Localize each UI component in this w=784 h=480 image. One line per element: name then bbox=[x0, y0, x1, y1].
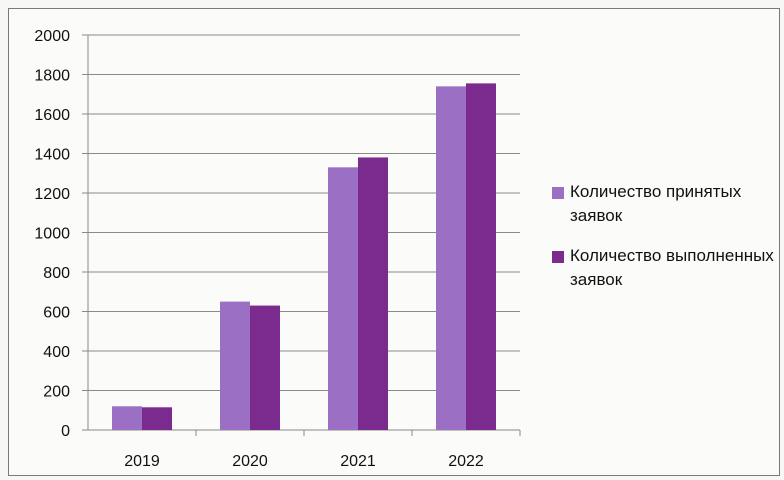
y-tick-label: 0 bbox=[61, 423, 70, 440]
legend-item-accepted: Количество принятых заявок bbox=[552, 180, 780, 228]
bar-completed-2022 bbox=[466, 83, 496, 430]
y-tick-label: 1200 bbox=[34, 186, 70, 203]
legend-label-completed: Количество выполненных заявок bbox=[570, 246, 774, 289]
x-tick-label: 2021 bbox=[340, 453, 376, 470]
bar-accepted-2022 bbox=[436, 86, 466, 430]
bar-accepted-2021 bbox=[328, 167, 358, 430]
y-tick-label: 800 bbox=[43, 265, 70, 282]
bar-completed-2020 bbox=[250, 305, 280, 430]
y-tick-label: 1000 bbox=[34, 226, 70, 243]
y-tick-label: 1800 bbox=[34, 68, 70, 85]
bar-completed-2021 bbox=[358, 157, 388, 430]
legend: Количество принятых заявок Количество вы… bbox=[552, 180, 780, 308]
legend-label-accepted: Количество принятых заявок bbox=[570, 182, 742, 225]
bar-accepted-2019 bbox=[112, 406, 142, 430]
bar-completed-2019 bbox=[142, 407, 172, 430]
legend-item-completed: Количество выполненных заявок bbox=[552, 244, 780, 292]
y-tick-label: 200 bbox=[43, 384, 70, 401]
y-tick-label: 600 bbox=[43, 305, 70, 322]
chart-frame bbox=[8, 8, 780, 476]
x-tick-label: 2019 bbox=[124, 453, 160, 470]
x-tick-label: 2020 bbox=[232, 453, 268, 470]
y-tick-label: 2000 bbox=[34, 28, 70, 45]
bar-accepted-2020 bbox=[220, 301, 250, 430]
legend-swatch-completed bbox=[552, 251, 564, 263]
y-tick-label: 1400 bbox=[34, 147, 70, 164]
y-tick-label: 400 bbox=[43, 344, 70, 361]
legend-swatch-accepted bbox=[552, 187, 564, 199]
x-tick-label: 2022 bbox=[448, 453, 484, 470]
y-tick-label: 1600 bbox=[34, 107, 70, 124]
